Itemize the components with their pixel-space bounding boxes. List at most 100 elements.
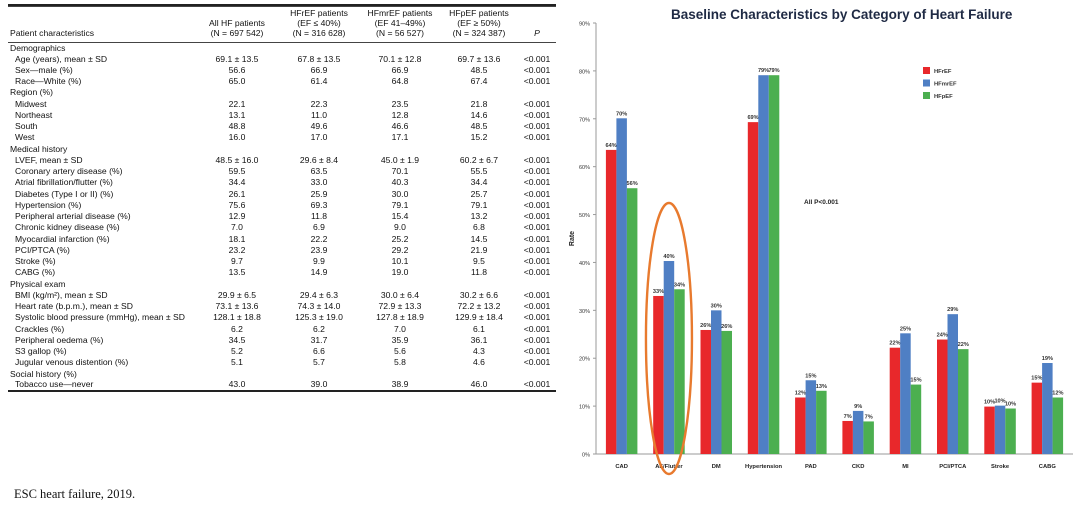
cell-hfref: 31.7 <box>310 334 328 345</box>
row-label: PCI/PTCA (%) <box>15 244 70 255</box>
cell-p-value: <0.001 <box>523 109 551 120</box>
cell-hfref: 33.0 <box>310 177 328 188</box>
bar-hfmref <box>758 75 769 455</box>
data-label: 12% <box>795 390 806 396</box>
table-row: Age (years), mean ± SD 69.1 ± 13.5 67.8 ± … <box>8 53 556 64</box>
cell-hfpef: 36.1 <box>470 334 488 345</box>
table-row: CABG (%) 13.5 14.9 19.0 11.8 <0.001 <box>8 267 556 278</box>
y-tick-label: 50% <box>579 213 590 219</box>
section-label: Physical exam <box>10 278 66 289</box>
bar-chart: 0% 10% 20% 30% 40% 50% 60% 70% 80% 90% Rate 64% 70% 5… <box>569 22 1073 476</box>
table-row: PCI/PTCA (%) 23.2 23.9 29.2 21.9 <0.001 <box>8 245 556 256</box>
header-p-value: P <box>518 6 556 43</box>
row-label: Peripheral oedema (%) <box>15 334 104 345</box>
cell-hfpef: 6.8 <box>473 222 485 233</box>
cell-p-value: <0.001 <box>518 379 556 392</box>
x-tick-label: Hypertension <box>745 464 783 470</box>
row-label: Tobacco use—never <box>8 379 196 392</box>
table-row: Myocardial infarction (%) 18.1 22.2 25.2 14.… <box>8 233 556 244</box>
cell-hfpef: 15.2 <box>470 132 488 143</box>
y-tick-label: 70% <box>579 117 590 123</box>
legend-swatch-hfref <box>923 67 930 74</box>
bar-hfpef <box>768 75 780 455</box>
cell-p-value: <0.001 <box>523 323 551 334</box>
data-label: 7% <box>865 414 873 420</box>
characteristics-table: Patient characteristics All HF patients … <box>8 4 556 392</box>
data-label: 19% <box>1042 356 1053 362</box>
data-label: 33% <box>653 289 664 295</box>
cell-hfpef: 30.2 ± 6.6 <box>459 289 499 300</box>
header-hfpef: HFpEF patients (EF ≥ 50%) (N = 324 387) <box>440 6 518 43</box>
y-axis-label: Rate <box>569 231 576 246</box>
section-label: Region (%) <box>10 87 53 98</box>
x-tick-label: DM <box>712 464 721 470</box>
cell-all-hf: 75.6 <box>228 199 246 210</box>
data-label: 30% <box>711 303 722 309</box>
cell-hfpef: 25.7 <box>470 188 488 199</box>
cell-hfmref: 5.6 <box>394 346 406 357</box>
cell-hfpef: 79.1 <box>470 199 488 210</box>
table-row: South 48.8 49.6 46.6 48.5 <0.001 <box>8 121 556 132</box>
table-row: Systolic blood pressure (mmHg), mean ± S… <box>8 312 556 323</box>
data-label: 10% <box>994 399 1005 405</box>
cell-hfpef: 34.4 <box>470 177 488 188</box>
bar-hfpef <box>863 421 874 454</box>
cell-hfmref: 70.1 <box>391 166 409 177</box>
cell-hfref: 22.3 <box>310 98 328 109</box>
cell-hfref: 14.9 <box>310 267 328 278</box>
bar-hfref <box>700 329 711 454</box>
row-label: Peripheral arterial disease (%) <box>15 211 131 222</box>
cell-hfpef: 11.8 <box>470 267 488 278</box>
bar-hfref <box>795 397 806 454</box>
table-row: Coronary artery disease (%) 59.5 63.5 70.1 5… <box>8 166 556 177</box>
cell-all-hf: 48.8 <box>228 121 246 132</box>
cell-all-hf: 128.1 ± 18.8 <box>213 312 261 323</box>
bar-hfref <box>747 122 759 454</box>
bar-hfref <box>605 149 617 454</box>
cell-hfref: 22.2 <box>310 233 328 244</box>
table-row: Chronic kidney disease (%) 7.0 6.9 9.0 6.8 <0… <box>8 222 556 233</box>
cell-all-hf: 18.1 <box>228 233 246 244</box>
table-row: LVEF, mean ± SD 48.5 ± 16.0 29.6 ± 8.4 45.0… <box>8 155 556 166</box>
cell-p-value: <0.001 <box>523 357 551 368</box>
bar-hfmref <box>805 380 817 454</box>
cell-p-value: <0.001 <box>523 301 551 312</box>
table-row: Hypertension (%) 75.6 69.3 79.1 79.1 <0.001 <box>8 200 556 211</box>
data-label: 64% <box>606 143 617 149</box>
cell-hfpef: 55.5 <box>470 166 488 177</box>
data-label: 7% <box>844 414 852 420</box>
data-label: 69% <box>747 115 758 121</box>
bar-hfpef <box>958 349 969 454</box>
cell-p-value: <0.001 <box>523 222 551 233</box>
cell-hfref: 11.8 <box>310 211 328 222</box>
table-row: Midwest 22.1 22.3 23.5 21.8 <0.001 <box>8 98 556 109</box>
table-row: Stroke (%) 9.7 9.9 10.1 9.5 <0.001 <box>8 256 556 267</box>
bar-hfref <box>937 339 948 454</box>
data-label: 15% <box>1031 376 1042 382</box>
cell-hfref: 11.0 <box>310 109 328 120</box>
bar-hfref <box>984 406 995 454</box>
cell-hfref: 69.3 <box>310 199 328 210</box>
cell-p-value: <0.001 <box>523 346 551 357</box>
header-hfmref: HFmrEF patients (EF 41–49%) (N = 56 527) <box>360 6 440 43</box>
row-label: Heart rate (b.p.m.), mean ± SD <box>15 301 133 312</box>
cell-hfpef: 4.3 <box>473 346 485 357</box>
cell-hfpef: 60.2 ± 6.7 <box>459 154 499 165</box>
bar-hfref <box>653 295 664 454</box>
bar-hfpef <box>1052 397 1064 454</box>
x-tick-label: CABG <box>1039 464 1057 470</box>
cell-hfpef: 13.2 <box>470 211 488 222</box>
data-label: 29% <box>947 307 958 313</box>
bar-hfmref <box>616 118 627 454</box>
cell-hfref: 6.9 <box>313 222 325 233</box>
cell-hfref: 29.4 ± 6.3 <box>299 289 339 300</box>
cell-hfref: 17.0 <box>310 132 328 143</box>
cell-p-value: <0.001 <box>523 154 551 165</box>
data-label: 79% <box>768 68 779 74</box>
cell-all-hf: 43.0 <box>196 379 278 392</box>
table-row: Sex—male (%) 56.6 66.9 66.9 48.5 <0.001 <box>8 65 556 76</box>
cell-hfpef: 48.5 <box>470 121 488 132</box>
cell-hfmref: 9.0 <box>394 222 406 233</box>
bar-hfpef <box>674 289 685 454</box>
cell-p-value: <0.001 <box>523 53 551 64</box>
